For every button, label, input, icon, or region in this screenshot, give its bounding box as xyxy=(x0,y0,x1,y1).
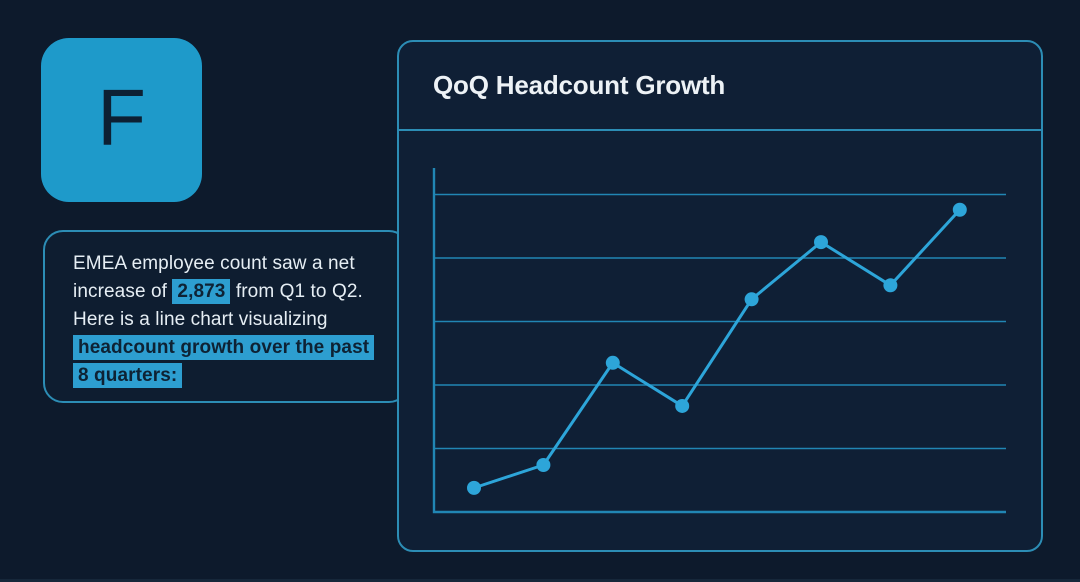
plain-text: from Q1 to Q2. Here is a line chart visu… xyxy=(73,281,363,330)
bottom-edge-divider xyxy=(0,579,1080,582)
highlighted-text: headcount growth over the past 8 quarter… xyxy=(73,335,375,388)
line-chart xyxy=(432,168,1006,514)
chart-card: QoQ Headcount Growth xyxy=(397,40,1043,552)
chart-area xyxy=(399,131,1041,550)
speech-bubble-text: EMEA employee count saw a net increase o… xyxy=(73,250,383,390)
speech-bubble: EMEA employee count saw a net increase o… xyxy=(43,230,409,403)
chart-title: QoQ Headcount Growth xyxy=(433,70,726,100)
plain-text: EMEA employee count saw a net increase o… xyxy=(73,253,355,302)
chart-card-header: QoQ Headcount Growth xyxy=(399,42,1041,131)
logo-letter: F xyxy=(97,73,146,162)
logo-f: F xyxy=(41,38,202,202)
highlighted-text: 2,873 xyxy=(172,279,231,304)
